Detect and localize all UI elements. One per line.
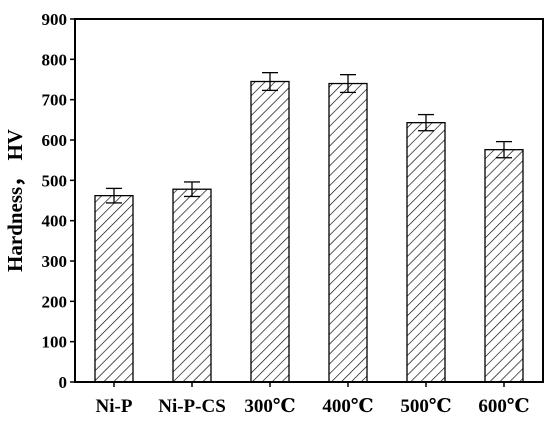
bar-1 xyxy=(172,188,212,383)
y-tick-label: 200 xyxy=(42,292,68,311)
x-tick-label: 400℃ xyxy=(322,396,373,417)
bar-0 xyxy=(94,195,134,383)
y-tick-label: 300 xyxy=(42,252,68,271)
y-tick-label: 400 xyxy=(42,212,68,231)
y-tick-label: 100 xyxy=(42,333,68,352)
y-tick-label: 600 xyxy=(42,131,68,150)
plot-frame xyxy=(74,18,544,383)
y-tick-label: 500 xyxy=(42,171,68,190)
bar-2 xyxy=(250,80,290,383)
y-tick-label: 700 xyxy=(42,91,68,110)
y-tick-label: 900 xyxy=(42,10,68,29)
y-axis-title: Hardness， HV xyxy=(3,129,27,272)
x-axis: Ni-P Ni-P-CS 300℃ 400℃ 500℃ 600℃ xyxy=(96,382,530,417)
x-tick-label: 500℃ xyxy=(400,396,451,417)
error-bars-layer xyxy=(106,71,512,204)
bar-3 xyxy=(328,82,368,383)
x-tick-label: 300℃ xyxy=(244,396,295,417)
x-tick-label: 600℃ xyxy=(478,396,529,417)
x-tick-label: Ni-P xyxy=(96,396,133,417)
y-tick-label: 0 xyxy=(59,373,68,392)
y-axis: 0 100 200 300 400 500 600 700 800 900 xyxy=(42,10,75,392)
bar-4 xyxy=(406,122,446,383)
bars-layer xyxy=(94,80,524,383)
bar-5 xyxy=(484,149,524,383)
y-tick-label: 800 xyxy=(42,50,68,69)
x-tick-label: Ni-P-CS xyxy=(158,396,226,417)
